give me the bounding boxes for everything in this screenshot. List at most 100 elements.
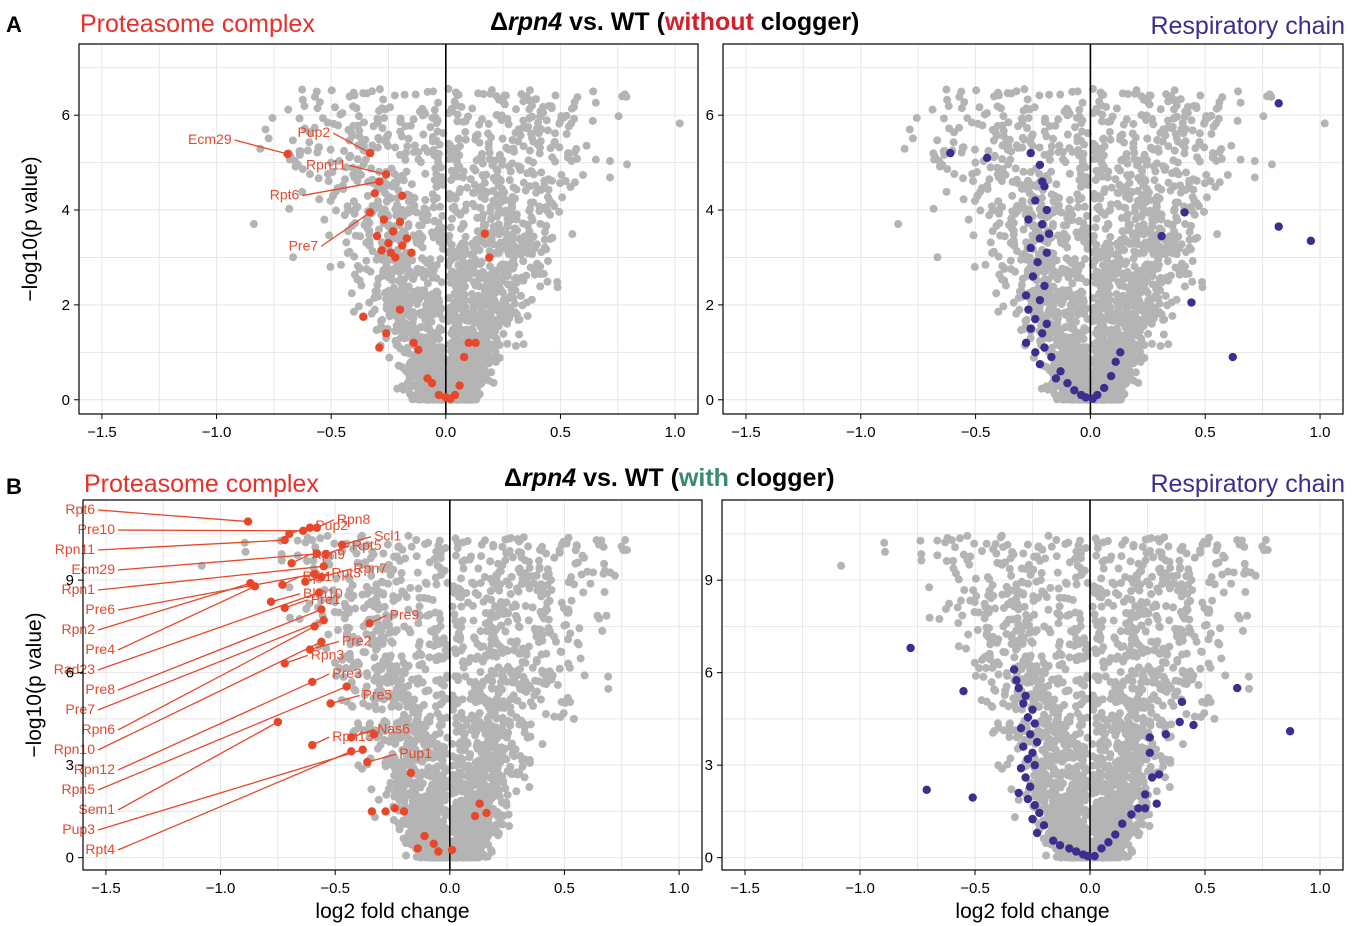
background-point	[1223, 170, 1232, 179]
background-point	[998, 155, 1007, 164]
background-point	[970, 262, 979, 271]
background-point	[1025, 205, 1034, 214]
background-point	[478, 214, 487, 223]
background-point	[420, 204, 429, 213]
background-point	[1141, 238, 1150, 247]
background-point	[453, 110, 462, 119]
background-point	[1159, 330, 1168, 339]
background-point	[347, 289, 356, 298]
background-point	[1061, 158, 1070, 167]
background-point	[1006, 155, 1015, 164]
background-point	[1139, 245, 1148, 254]
background-point	[1080, 237, 1089, 246]
background-point	[1046, 304, 1055, 313]
background-point	[1010, 241, 1019, 250]
background-point	[1017, 280, 1026, 289]
background-point	[424, 324, 433, 333]
background-point	[963, 114, 972, 123]
background-point	[1004, 141, 1013, 150]
background-point	[348, 163, 357, 172]
background-point	[328, 168, 337, 177]
background-point	[999, 112, 1008, 121]
background-point	[997, 177, 1006, 186]
highlight-point	[384, 239, 393, 248]
background-point	[1147, 235, 1156, 244]
background-point	[1118, 130, 1127, 139]
x-tick-label: 0.0	[435, 424, 456, 441]
background-point	[394, 176, 403, 185]
background-point	[327, 86, 336, 95]
background-point	[1096, 194, 1105, 203]
background-point	[298, 95, 307, 104]
background-point	[1130, 207, 1139, 216]
background-point	[1070, 255, 1079, 264]
background-point	[1164, 241, 1173, 250]
background-point	[1108, 395, 1117, 404]
background-point	[1208, 153, 1217, 162]
background-point	[977, 184, 986, 193]
background-point	[1172, 213, 1181, 222]
background-point	[1083, 366, 1092, 375]
background-point	[1092, 214, 1101, 223]
background-point	[1156, 341, 1165, 350]
background-point	[1058, 355, 1067, 364]
background-point	[1170, 237, 1179, 246]
background-point	[1099, 246, 1108, 255]
background-point	[1181, 219, 1190, 228]
background-point	[1106, 232, 1115, 241]
background-point	[427, 363, 436, 372]
background-point	[1213, 230, 1222, 239]
background-point	[1103, 337, 1112, 346]
background-point	[1089, 340, 1098, 349]
background-point	[1066, 345, 1075, 354]
background-point	[377, 322, 386, 331]
background-point	[1133, 281, 1142, 290]
background-point	[456, 142, 465, 151]
background-point	[543, 257, 552, 266]
background-point	[522, 298, 531, 307]
background-point	[414, 333, 423, 342]
background-point	[386, 103, 395, 112]
background-point	[445, 272, 454, 281]
background-point	[331, 206, 340, 215]
background-point	[468, 104, 477, 113]
background-point	[547, 104, 556, 113]
background-point	[473, 269, 482, 278]
background-point	[315, 98, 324, 107]
background-point	[1012, 87, 1021, 96]
background-point	[485, 247, 494, 256]
background-point	[466, 353, 475, 362]
background-point	[515, 330, 524, 339]
background-point	[972, 86, 981, 95]
y-tick-label: 2	[62, 297, 70, 314]
background-point	[981, 260, 990, 269]
background-point	[939, 114, 948, 123]
background-point	[291, 162, 300, 171]
background-point	[363, 191, 372, 200]
background-point	[475, 138, 484, 147]
background-point	[1143, 134, 1152, 143]
background-point	[362, 256, 371, 265]
background-point	[373, 143, 382, 152]
background-point	[501, 244, 510, 253]
background-point	[1142, 112, 1151, 121]
background-point	[305, 138, 314, 147]
background-point	[1062, 221, 1071, 230]
background-point	[326, 158, 335, 167]
background-point	[350, 270, 359, 279]
x-tick-label: −1.0	[202, 424, 232, 441]
background-point	[530, 244, 539, 253]
highlight-point	[1081, 393, 1091, 402]
background-point	[468, 199, 477, 208]
background-point	[455, 188, 464, 197]
background-point	[1180, 262, 1189, 271]
background-point	[454, 317, 463, 326]
background-point	[409, 287, 418, 296]
background-point	[1148, 280, 1157, 289]
highlight-point	[1274, 222, 1283, 231]
background-point	[1060, 392, 1069, 401]
background-point	[550, 138, 559, 147]
background-point	[354, 302, 363, 311]
background-point	[487, 214, 496, 223]
background-point	[509, 183, 518, 192]
